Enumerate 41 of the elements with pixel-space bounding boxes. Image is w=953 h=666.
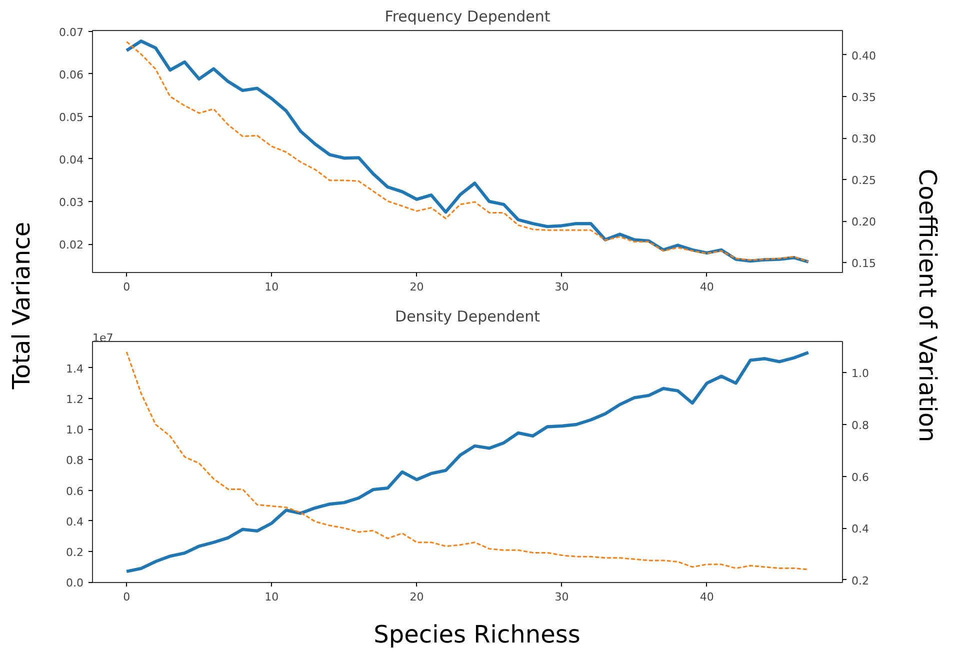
y-tick-label: 0.05 <box>59 110 84 124</box>
x-tick-label: 40 <box>700 280 714 294</box>
y2-tick-label: 0.8 <box>852 418 869 432</box>
y-tick-label: 0.04 <box>59 153 84 166</box>
y2-tick-label: 0.25 <box>852 174 876 188</box>
x-tick-label: 10 <box>264 280 279 294</box>
chart-title: Frequency Dependent <box>384 8 550 26</box>
y2-tick-label: 1.0 <box>852 367 869 380</box>
y2-tick-label: 0.2 <box>852 574 869 588</box>
y-tick-label: 0.4 <box>66 515 84 528</box>
annotation: 1e7 <box>92 332 114 344</box>
y-tick-label: 0.03 <box>59 196 84 209</box>
y2-tick-label: 0.6 <box>852 470 869 484</box>
y2-tick-label: 0.4 <box>852 522 869 536</box>
y-tick-label: 0.0 <box>66 576 84 590</box>
y2-tick-label: 0.15 <box>852 257 876 270</box>
x-tick-label: 0 <box>123 590 130 604</box>
y-tick-label: 1.4 <box>66 362 84 376</box>
x-tick-label: 20 <box>410 590 424 604</box>
y-tick-label: 1.0 <box>66 424 84 437</box>
x-tick-label: 20 <box>410 280 424 294</box>
y2-tick-label: 0.40 <box>852 49 876 62</box>
y-tick-label: 0.02 <box>59 238 84 252</box>
y-tick-label: 0.06 <box>59 68 84 82</box>
y2-tick-label: 0.20 <box>852 216 876 229</box>
y2-tick-label: 0.30 <box>852 132 876 146</box>
y-tick-label: 1.2 <box>66 392 84 406</box>
x-tick-label: 30 <box>554 280 569 294</box>
y-tick-label: 0.6 <box>66 484 84 498</box>
x-tick-label: 10 <box>264 590 279 604</box>
y2-tick-label: 0.35 <box>852 91 876 104</box>
y2-axis-title: Coefficient of Variation <box>914 168 942 442</box>
x-tick-label: 40 <box>700 590 714 604</box>
chart-title: Density Dependent <box>395 308 540 326</box>
y-tick-label: 0.2 <box>66 546 84 560</box>
y-tick-label: 0.07 <box>59 26 84 39</box>
x-tick-label: 30 <box>554 590 569 604</box>
y-axis-title: Total Variance <box>8 222 36 390</box>
y-tick-label: 0.8 <box>66 454 84 468</box>
x-tick-label: 0 <box>123 280 130 294</box>
x-axis-title: Species Richness <box>374 620 580 648</box>
